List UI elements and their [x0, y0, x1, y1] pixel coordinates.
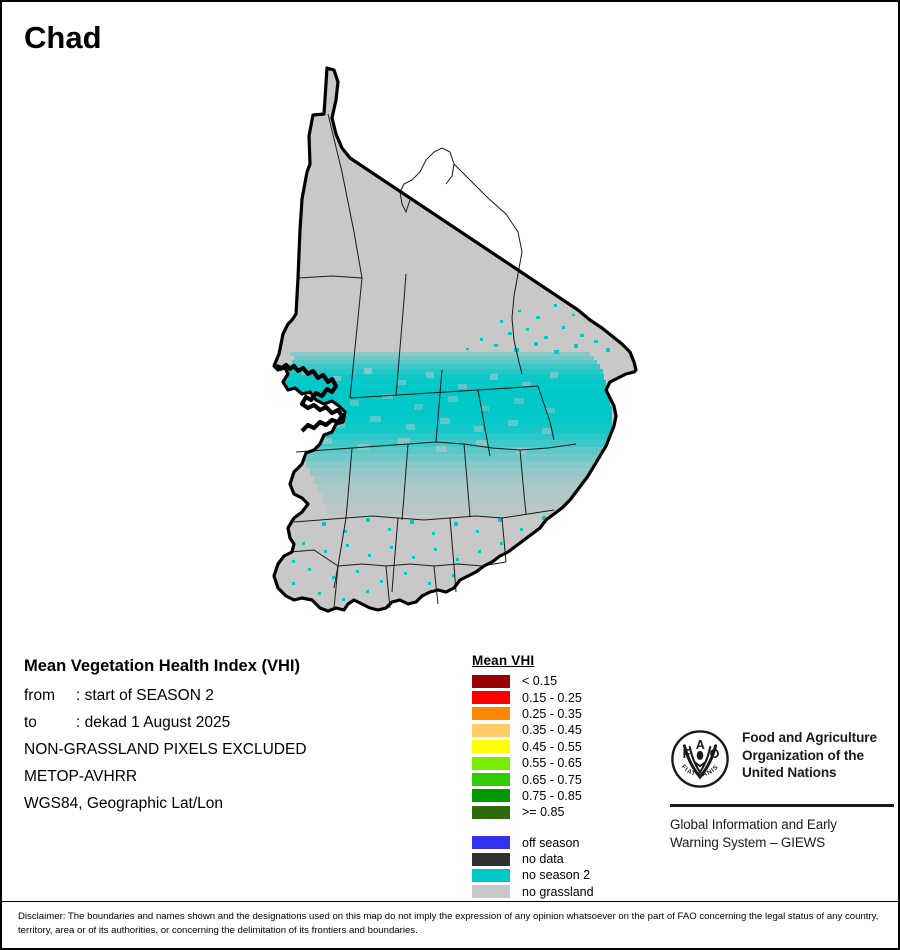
legend-swatch [472, 707, 510, 721]
legend-item: < 0.15 [472, 673, 622, 689]
legend-swatch [472, 836, 510, 850]
fao-org-line-3: United Nations [742, 765, 837, 781]
legend-item: 0.65 - 0.75 [472, 771, 622, 787]
fao-logo-letter-a: A [696, 738, 705, 752]
legend-swatch [472, 756, 510, 770]
info-to-value: : dekad 1 August 2025 [76, 714, 231, 731]
map-canvas [2, 52, 898, 632]
legend-item: 0.45 - 0.55 [472, 739, 622, 755]
legend-swatch [472, 885, 510, 899]
legend-item: 0.15 - 0.25 [472, 689, 622, 705]
legend-label: 0.75 - 0.85 [522, 788, 582, 803]
legend-swatch [472, 789, 510, 803]
legend-item: 0.75 - 0.85 [472, 788, 622, 804]
legend-item-no-grassland: no grassland [472, 884, 622, 900]
legend-swatch [472, 868, 510, 882]
info-from-row: from : start of SEASON 2 [24, 687, 444, 705]
legend-swatch [472, 723, 510, 737]
map-legend: Mean VHI < 0.15 0.15 - 0.25 0.25 - 0.35 … [472, 653, 622, 900]
legend-swatch [472, 805, 510, 819]
legend-item: 0.55 - 0.65 [472, 755, 622, 771]
legend-swatch [472, 773, 510, 787]
legend-item: 0.25 - 0.35 [472, 706, 622, 722]
fao-org-line-1: Food and Agriculture [742, 730, 877, 745]
fao-logo-letter-o: O [710, 747, 720, 761]
fao-logo-letter-f: F [683, 747, 691, 761]
legend-swatch [472, 691, 510, 705]
legend-item-off-season: off season [472, 835, 622, 851]
info-heading: Mean Vegetation Health Index (VHI) [24, 657, 300, 675]
fao-divider [670, 804, 894, 807]
giews-line-2: Warning System – GIEWS [670, 834, 826, 850]
legend-label: off season [522, 835, 580, 850]
legend-item-no-data: no data [472, 851, 622, 867]
legend-label: 0.25 - 0.35 [522, 706, 582, 721]
legend-label: 0.55 - 0.65 [522, 756, 582, 771]
national-border [272, 66, 638, 613]
legend-swatch [472, 740, 510, 754]
fao-logo-icon: F A O FIAT PANIS [670, 729, 730, 794]
fao-organization-name: Food and Agriculture Organization of the… [742, 729, 877, 782]
page-title: Chad [24, 20, 102, 55]
legend-label: 0.15 - 0.25 [522, 690, 582, 705]
legend-swatch [472, 674, 510, 688]
admin-boundaries [289, 113, 577, 609]
fao-org-line-2: Organization of the [742, 747, 864, 763]
legend-label: no season 2 [522, 868, 591, 883]
legend-label: 0.35 - 0.45 [522, 723, 582, 738]
legend-label: no grassland [522, 884, 594, 899]
country-landmass [274, 68, 636, 611]
info-sensor: METOP-AVHRR [24, 768, 138, 785]
disclaimer-divider [2, 901, 898, 902]
fao-header: F A O FIAT PANIS Food and Agriculture Or… [670, 729, 894, 794]
legend-label: no data [522, 852, 564, 867]
legend-label: >= 0.85 [522, 805, 565, 820]
chad-map-svg [272, 66, 638, 613]
legend-spacer [472, 821, 622, 835]
legend-title: Mean VHI [472, 653, 535, 668]
legend-label: < 0.15 [522, 674, 558, 689]
disclaimer-text: Disclaimer: The boundaries and names sho… [18, 911, 879, 936]
info-projection: WGS84, Geographic Lat/Lon [24, 795, 224, 812]
info-note: NON-GRASSLAND PIXELS EXCLUDED [24, 741, 307, 758]
info-from-key: from [24, 687, 55, 704]
info-from-value: : start of SEASON 2 [76, 687, 214, 704]
giews-system-name: Global Information and Early Warning Sys… [670, 816, 894, 851]
legend-label: 0.65 - 0.75 [522, 772, 582, 787]
map-info-block: Mean Vegetation Health Index (VHI) from:… [24, 657, 444, 822]
giews-line-1: Global Information and Early [670, 817, 837, 832]
info-to-row: to : dekad 1 August 2025 [24, 714, 444, 732]
info-to-key: to [24, 714, 37, 731]
legend-item: 0.35 - 0.45 [472, 722, 622, 738]
legend-item-no-season-2: no season 2 [472, 867, 622, 883]
legend-item: >= 0.85 [472, 804, 622, 820]
legend-swatch [472, 852, 510, 866]
lake-chad-shoreline [275, 362, 345, 433]
legend-label: 0.45 - 0.55 [522, 739, 582, 754]
fao-branding-block: F A O FIAT PANIS Food and Agriculture Or… [670, 729, 894, 851]
